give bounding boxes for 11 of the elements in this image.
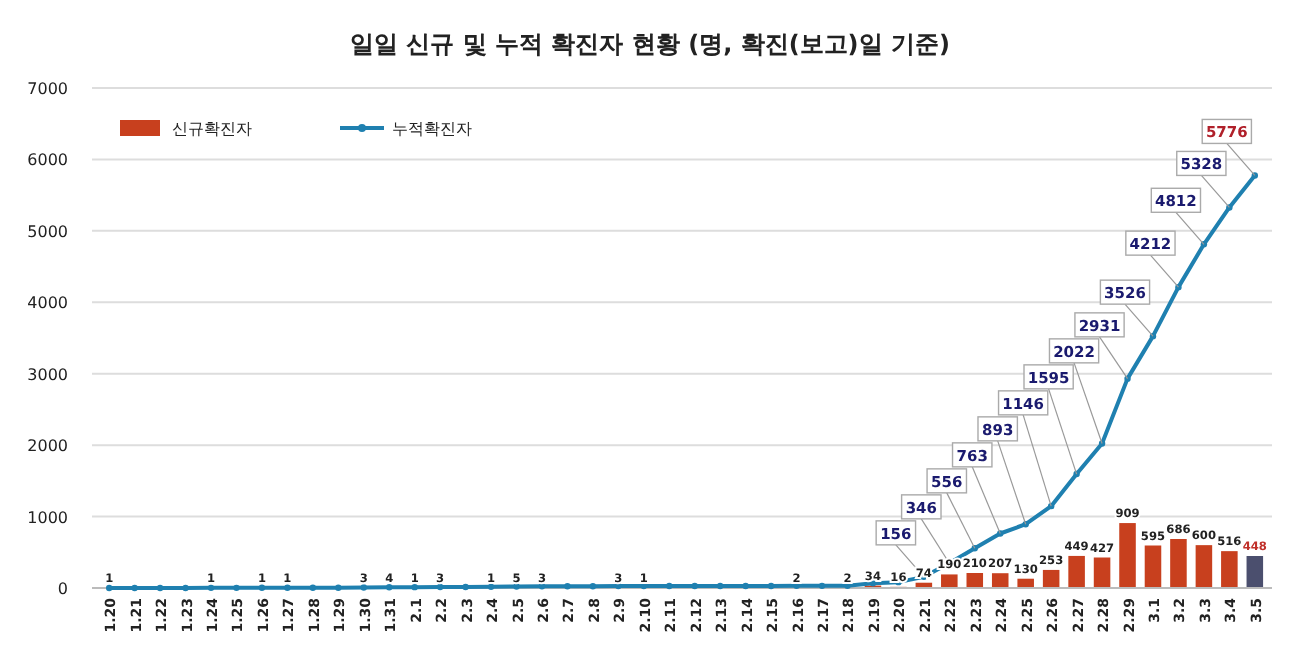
y-tick-label: 3000	[27, 365, 68, 384]
y-tick-label: 2000	[27, 437, 68, 456]
legend-label: 신규확진자	[172, 120, 252, 138]
chart-title: 일일 신규 및 누적 확진자 현황 (명, 확진(보고)일 기준)	[350, 30, 950, 58]
legend-label: 누적확진자	[392, 120, 472, 138]
y-tick-label: 4000	[27, 294, 68, 313]
y-tick-label: 0	[57, 580, 68, 598]
y-tick-label: 1000	[27, 508, 68, 527]
y-tick-label: 5000	[27, 222, 68, 241]
y-tick-label: 6000	[27, 151, 68, 170]
y-tick-label: 7000	[27, 80, 68, 98]
